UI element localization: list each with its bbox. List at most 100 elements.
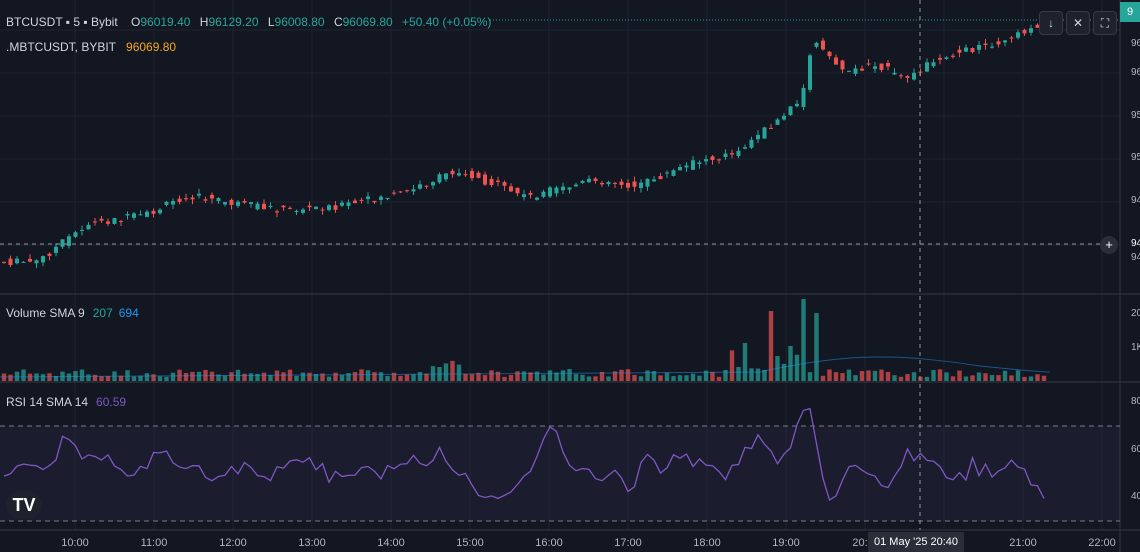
candle-body — [320, 209, 325, 211]
volume-axis-label: 20 — [1131, 308, 1140, 319]
volume-bar — [567, 369, 572, 381]
volume-bar — [242, 373, 247, 381]
volume-bar — [255, 373, 260, 381]
candle-body — [788, 106, 793, 115]
arrow-down-icon: ↓ — [1048, 16, 1054, 30]
candle-body — [353, 200, 357, 204]
high-value: 96129.20 — [208, 15, 259, 29]
index-symbol[interactable]: .MBTCUSDT, BYBIT — [6, 40, 117, 54]
time-label: 17:00 — [614, 537, 642, 549]
candle-body — [834, 57, 838, 65]
volume-bar — [40, 374, 46, 381]
candle-body — [262, 203, 266, 210]
candle-body — [164, 201, 169, 205]
volume-bar — [443, 363, 449, 381]
symbol-name[interactable]: BTCUSDT — [6, 15, 63, 29]
volume-bar — [924, 376, 930, 381]
candle-body — [1035, 24, 1040, 28]
candle-body — [717, 159, 721, 161]
candle-body — [814, 42, 819, 47]
price-label: 95 — [1131, 110, 1140, 121]
volume-bar — [404, 374, 410, 381]
scroll-down-button[interactable]: ↓ — [1039, 11, 1063, 35]
candle-body — [730, 153, 734, 155]
candle-body — [86, 224, 91, 230]
volume-bar — [138, 375, 143, 381]
candle-body — [665, 172, 669, 174]
candle-body — [67, 236, 71, 246]
candle-body — [470, 170, 474, 179]
candle-body — [1029, 28, 1033, 33]
time-label: 10:00 — [61, 537, 89, 549]
candle-body — [593, 178, 598, 182]
candle-body — [535, 197, 539, 200]
volume-bar — [879, 369, 884, 381]
crosshair-price-label: 94 — [1131, 238, 1140, 249]
candle-body — [671, 170, 676, 176]
volume-bar — [391, 372, 397, 381]
crosshair-time-label: 01 May '25 20:40 — [868, 532, 965, 552]
volume-bar — [645, 370, 650, 381]
volume-bar — [586, 376, 592, 381]
candle-body — [574, 184, 578, 187]
candle-body — [398, 191, 403, 193]
volume-bar — [398, 375, 403, 381]
candle-body — [288, 207, 292, 209]
candle-body — [964, 47, 968, 52]
last-price-badge: 9 — [1120, 2, 1140, 22]
candle-body — [281, 205, 286, 208]
volume-bar — [547, 370, 553, 381]
candle-body — [873, 66, 877, 69]
tradingview-logo[interactable]: TV — [6, 490, 42, 520]
candle-body — [145, 211, 149, 217]
candle-body — [223, 202, 227, 205]
volume-bar — [911, 372, 917, 381]
candle-body — [1022, 29, 1027, 34]
interval[interactable]: 5 — [73, 15, 81, 29]
candle-body — [405, 190, 409, 192]
volume-bar — [417, 372, 423, 381]
close-value: 96069.80 — [342, 15, 393, 29]
volume-bar — [710, 371, 715, 381]
candle-body — [860, 68, 864, 71]
candle-body — [697, 162, 702, 165]
close-pane-button[interactable]: ✕ — [1066, 11, 1090, 35]
maximize-button[interactable]: ⛶ — [1093, 11, 1117, 35]
volume-bar — [274, 370, 280, 381]
volume-bar — [872, 370, 878, 381]
volume-bar — [723, 369, 728, 381]
volume-bar — [742, 343, 748, 381]
candle-body — [1009, 37, 1014, 39]
price-label: 96 — [1131, 67, 1140, 78]
index-legend: .MBTCUSDT, BYBIT 96069.80 — [6, 40, 176, 54]
candle-body — [8, 258, 13, 266]
candle-body — [821, 40, 825, 50]
volume-bar — [105, 375, 111, 381]
candle-body — [847, 70, 851, 72]
volume-bar — [898, 376, 904, 381]
volume-bar — [534, 371, 540, 381]
candle-body — [652, 179, 656, 182]
volume-bar — [846, 369, 852, 381]
volume-bar — [1035, 374, 1040, 381]
volume-bar — [599, 371, 605, 381]
volume-bar — [261, 372, 267, 381]
volume-bar — [515, 371, 520, 381]
volume-bar — [456, 364, 462, 381]
add-alert-button[interactable]: + — [1100, 236, 1118, 254]
candle-body — [801, 87, 806, 107]
volume-label[interactable]: Volume SMA 9 — [6, 306, 85, 320]
candle-body — [236, 201, 240, 206]
volume-bar — [476, 372, 481, 381]
candle-body — [795, 103, 799, 107]
candle-body — [840, 60, 845, 70]
volume-bar — [183, 373, 189, 381]
candle-body — [119, 221, 123, 223]
volume-bar — [164, 376, 169, 381]
volume-bar — [820, 375, 826, 381]
rsi-label[interactable]: RSI 14 SMA 14 — [6, 395, 89, 409]
candle-body — [554, 187, 559, 194]
volume-bar — [430, 366, 436, 381]
candle-body — [1003, 40, 1007, 43]
